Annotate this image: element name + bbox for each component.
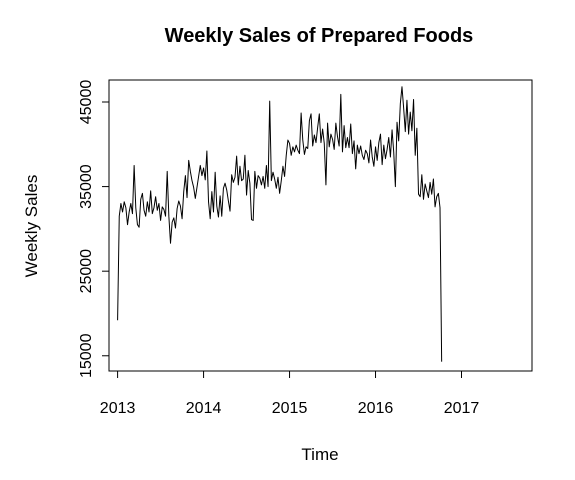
y-tick-label: 45000 bbox=[78, 80, 95, 125]
x-tick-label: 2013 bbox=[100, 400, 136, 417]
y-tick-label: 35000 bbox=[78, 164, 95, 209]
chart-title: Weekly Sales of Prepared Foods bbox=[165, 25, 474, 47]
x-tick-label: 2015 bbox=[272, 400, 308, 417]
x-tick-label: 2016 bbox=[358, 400, 394, 417]
series-layer bbox=[117, 86, 443, 362]
x-axis-label: Time bbox=[301, 445, 338, 464]
weekly-sales-series-line bbox=[117, 86, 443, 362]
y-tick-label: 15000 bbox=[78, 333, 95, 378]
plot-frame bbox=[108, 79, 533, 372]
x-tick-label: 2014 bbox=[186, 400, 222, 417]
y-axis-label: Weekly Sales bbox=[22, 175, 41, 278]
x-tick-label: 2017 bbox=[444, 400, 480, 417]
y-tick-label: 25000 bbox=[78, 249, 95, 294]
y-axis: 15000 25000 35000 45000 bbox=[78, 80, 110, 378]
x-axis: 2013 2014 2015 2016 2017 bbox=[100, 370, 480, 417]
